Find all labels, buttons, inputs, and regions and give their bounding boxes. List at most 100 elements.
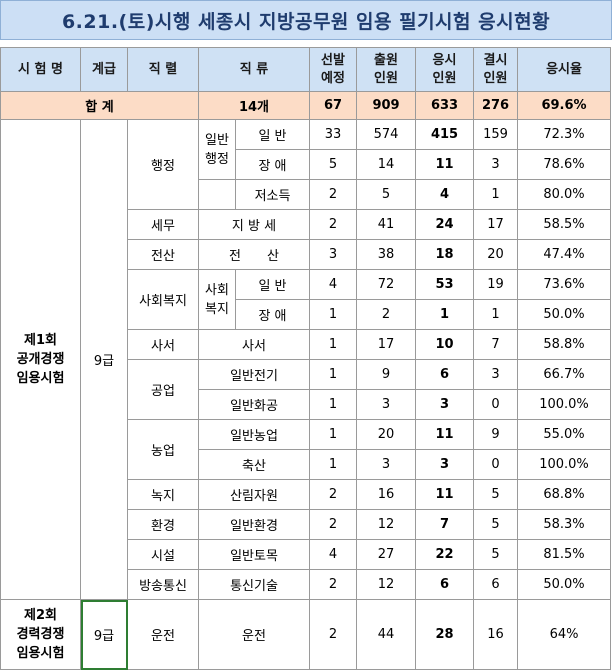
kind-cell: 일반화공 [197, 389, 311, 420]
absent-cell: 5 [473, 509, 519, 540]
page-title: 6.21.(토)시행 세종시 지방공무원 임용 필기시험 응시현황 [61, 10, 551, 33]
exam1-grade: 9급 [80, 119, 128, 600]
total-planned: 67 [309, 91, 358, 120]
table-row: 장 애 5 14 11 3 78.6% [1, 149, 612, 180]
absent-cell: 0 [473, 449, 519, 480]
applied-cell: 3 [356, 449, 417, 480]
total-label: 합 계 [0, 91, 199, 120]
absent-cell: 17 [473, 209, 519, 240]
planned-cell: 2 [309, 179, 358, 210]
kind-cell: 일반전기 [197, 359, 311, 390]
planned-cell: 2 [309, 209, 358, 240]
absent-cell: 7 [473, 329, 519, 360]
header-grade: 계급 [80, 47, 128, 92]
series-cell: 환경 [127, 509, 199, 540]
table-row: 시설 일반토목 4 27 22 5 81.5% [1, 539, 612, 570]
taken-cell: 3 [415, 389, 475, 420]
taken-cell: 415 [415, 119, 475, 150]
kind-cell: 전 산 [197, 239, 311, 270]
absent-cell: 1 [473, 179, 519, 210]
total-taken: 633 [415, 91, 475, 120]
table-row: 환경 일반환경 2 12 7 5 58.3% [1, 509, 612, 540]
kind-cell: 일반환경 [197, 509, 311, 540]
rate-cell: 81.5% [517, 539, 612, 570]
series-cell: 사서 [127, 329, 199, 360]
absent-cell: 20 [473, 239, 519, 270]
rate-cell: 58.8% [517, 329, 612, 360]
absent-cell: 3 [473, 359, 519, 390]
kind-cell: 통신기술 [197, 569, 311, 600]
taken-cell: 11 [415, 149, 475, 180]
absent-cell: 3 [473, 149, 519, 180]
kind-cell: 일반농업 [197, 419, 311, 450]
table-row: 세무 지 방 세 2 41 24 17 58.5% [1, 209, 612, 240]
absent-cell: 5 [473, 479, 519, 510]
rate-cell: 80.0% [517, 179, 612, 210]
rate-cell: 55.0% [517, 419, 612, 450]
absent-cell: 9 [473, 419, 519, 450]
absent-cell: 1 [473, 299, 519, 330]
taken-cell: 28 [415, 599, 475, 670]
planned-cell: 4 [309, 269, 358, 300]
applied-cell: 12 [356, 569, 417, 600]
planned-cell: 2 [309, 569, 358, 600]
table-row: 방송통신 통신기술 2 12 6 6 50.0% [1, 569, 612, 600]
kind-cell: 장 애 [234, 299, 311, 330]
rate-cell: 100.0% [517, 389, 612, 420]
series-cell: 시설 [127, 539, 199, 570]
applied-cell: 574 [356, 119, 417, 150]
total-absent: 276 [473, 91, 519, 120]
kind-cell: 산림자원 [197, 479, 311, 510]
absent-cell: 6 [473, 569, 519, 600]
planned-cell: 1 [309, 419, 358, 450]
subgroup-ilban-haengjeong: 일반 행정 [198, 119, 236, 180]
planned-cell: 1 [309, 449, 358, 480]
taken-cell: 4 [415, 179, 475, 210]
total-row: 합 계 14개 67 909 633 276 69.6% [0, 91, 612, 120]
taken-cell: 6 [415, 569, 475, 600]
header-kind: 직 류 [197, 47, 311, 92]
applied-cell: 12 [356, 509, 417, 540]
applied-cell: 38 [356, 239, 417, 270]
absent-cell: 16 [473, 599, 519, 670]
table-row: 제1회 공개경쟁 임용시험 9급 행정 일반 행정 일 반 33 574 415 15… [0, 119, 612, 600]
rate-cell: 58.3% [517, 509, 612, 540]
rate-cell: 47.4% [517, 239, 612, 270]
series-haengjeong: 행정 [127, 119, 199, 210]
absent-cell: 0 [473, 389, 519, 420]
exam2-label: 제2회 경력경쟁 임용시험 [0, 599, 81, 670]
header-planned: 선발 예정 [309, 47, 358, 92]
rate-cell: 50.0% [517, 299, 612, 330]
planned-cell: 33 [309, 119, 358, 150]
kind-cell: 지 방 세 [197, 209, 311, 240]
planned-cell: 4 [309, 539, 358, 570]
exam2-grade[interactable]: 9급 [80, 599, 128, 670]
kind-cell: 일반토목 [197, 539, 311, 570]
subgroup-sahoe: 사회 복지 [198, 269, 236, 330]
total-rate: 69.6% [517, 91, 612, 120]
table-row: 제2회 경력경쟁 임용시험 9급 운전 운전 2 44 28 16 64% [0, 599, 612, 670]
taken-cell: 6 [415, 359, 475, 390]
taken-cell: 11 [415, 479, 475, 510]
sheet-title-bar: 6.21.(토)시행 세종시 지방공무원 임용 필기시험 응시현황 [0, 0, 612, 40]
kind-cell: 운전 [197, 599, 311, 670]
taken-cell: 53 [415, 269, 475, 300]
taken-cell: 11 [415, 419, 475, 450]
taken-cell: 7 [415, 509, 475, 540]
planned-cell: 2 [309, 509, 358, 540]
series-cell: 운전 [127, 599, 199, 670]
table-row: 사회복지 사회 복지 일 반 4 72 53 19 73.6% [1, 269, 612, 330]
kind-cell: 일 반 [234, 269, 311, 300]
table-row: 일반화공 1 3 3 0 100.0% [1, 389, 612, 420]
applied-cell: 20 [356, 419, 417, 450]
taken-cell: 24 [415, 209, 475, 240]
header-taken: 응시 인원 [415, 47, 475, 92]
absent-cell: 5 [473, 539, 519, 570]
applied-cell: 2 [356, 299, 417, 330]
rate-cell: 50.0% [517, 569, 612, 600]
total-applied: 909 [356, 91, 417, 120]
absent-cell: 19 [473, 269, 519, 300]
series-gongeop: 공업 [127, 359, 199, 420]
taken-cell: 1 [415, 299, 475, 330]
planned-cell: 1 [309, 359, 358, 390]
